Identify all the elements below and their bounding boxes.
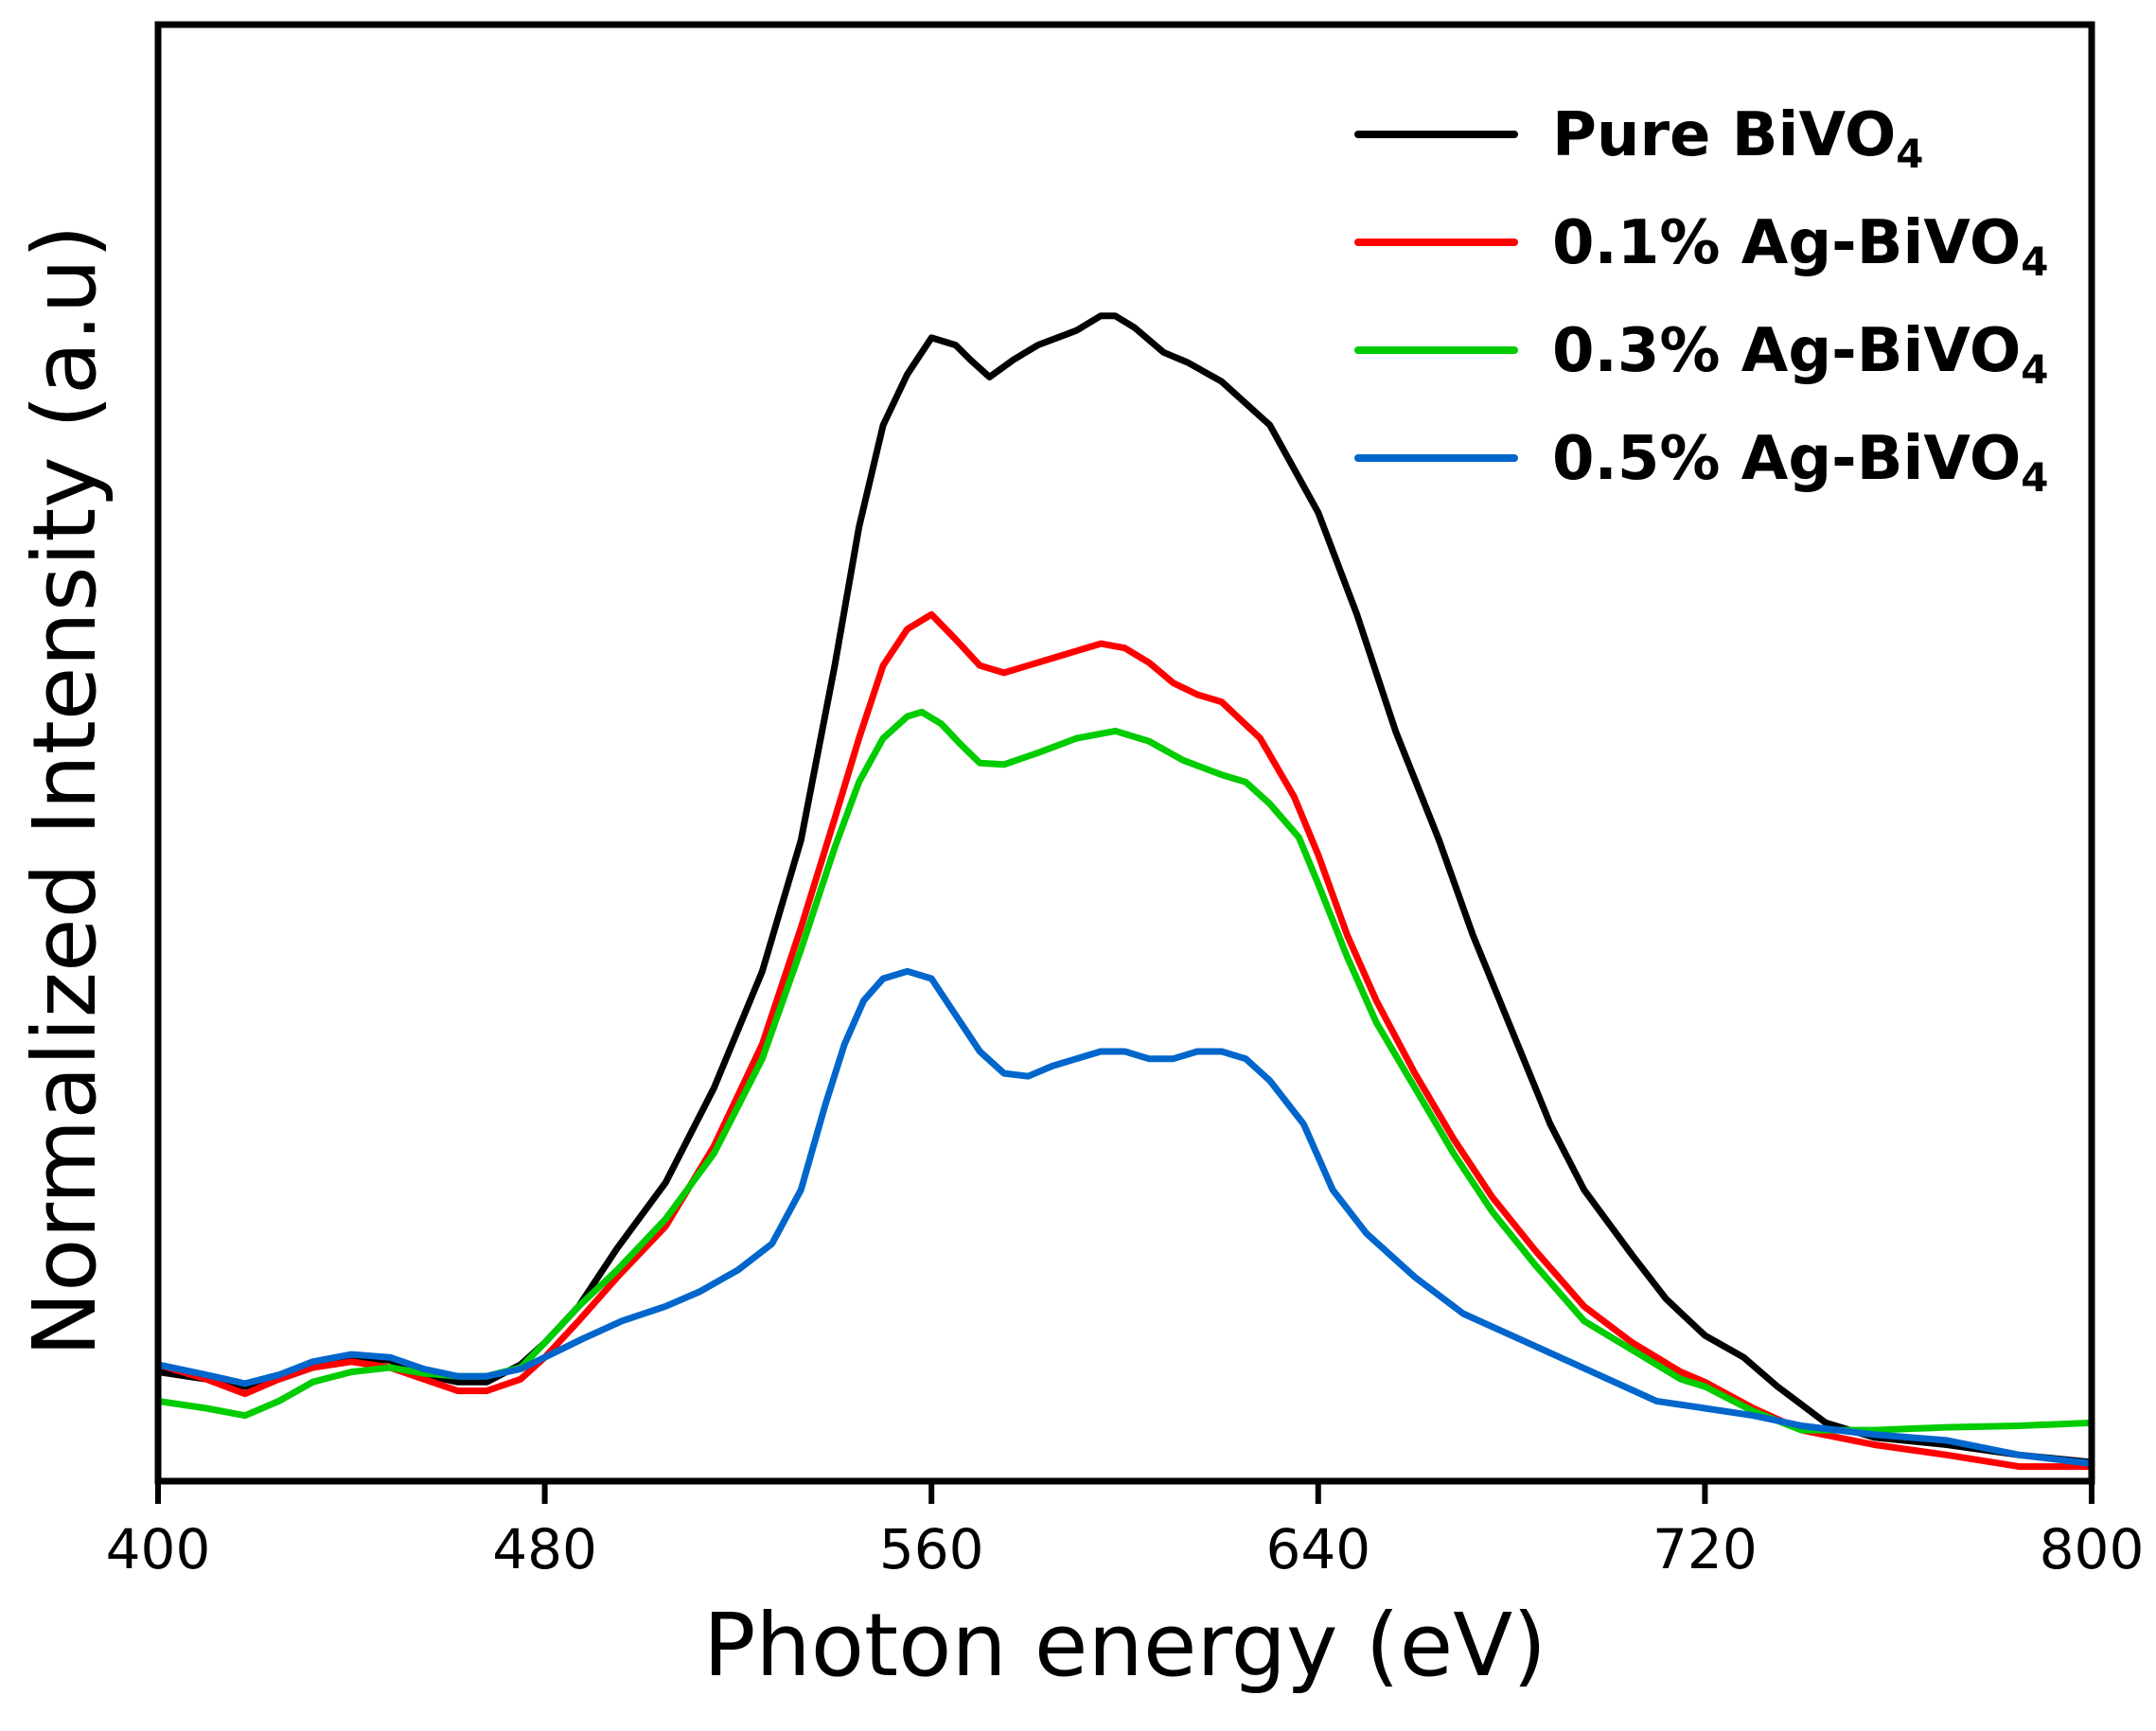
- legend-label-subscript-0: 4: [1896, 131, 1923, 177]
- legend-label-text-2: 0.3% Ag-BiVO: [1552, 316, 2021, 386]
- x-axis: 400 480 560 640 720 800: [106, 1481, 2145, 1581]
- legend-label-subscript-3: 4: [2021, 454, 2048, 501]
- y-axis-title: Normalized Intensity (a.u): [14, 224, 115, 1356]
- legend-label-text-1: 0.1% Ag-BiVO: [1552, 208, 2021, 278]
- x-tick-label-0: 400: [106, 1517, 211, 1581]
- legend-label-text-3: 0.5% Ag-BiVO: [1552, 424, 2021, 494]
- x-axis-title: Photon energy (eV): [703, 1595, 1546, 1696]
- x-tick-label-2: 560: [879, 1517, 984, 1581]
- legend-label-0: Pure BiVO4: [1552, 100, 1923, 177]
- legend-label-1: 0.1% Ag-BiVO4: [1552, 208, 2048, 285]
- legend-label-subscript-1: 4: [2021, 238, 2048, 285]
- x-tick-label-5: 800: [2040, 1517, 2145, 1581]
- legend-label-3: 0.5% Ag-BiVO4: [1552, 424, 2048, 501]
- x-tick-label-4: 720: [1652, 1517, 1758, 1581]
- legend-label-2: 0.3% Ag-BiVO4: [1552, 316, 2048, 393]
- series-line-3: [154, 967, 2095, 1467]
- series-layer: [154, 312, 2095, 1471]
- legend-label-subscript-2: 4: [2021, 346, 2048, 393]
- plot-frame: [154, 21, 2095, 1485]
- legend-label-text-0: Pure BiVO: [1552, 100, 1896, 170]
- x-tick-label-1: 480: [492, 1517, 597, 1581]
- series-line-0: [154, 312, 2095, 1466]
- x-tick-label-3: 640: [1265, 1517, 1370, 1581]
- series-line-1: [154, 610, 2095, 1471]
